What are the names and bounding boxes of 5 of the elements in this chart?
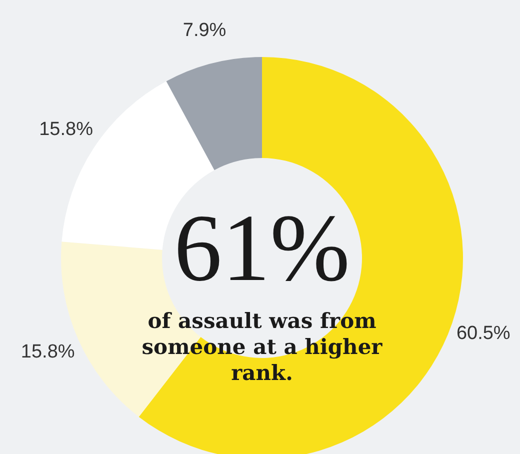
data-label: 7.9% bbox=[182, 20, 226, 42]
data-label: 15.8% bbox=[39, 119, 94, 140]
data-label: 15.8% bbox=[20, 341, 75, 362]
data-label: 60.5% bbox=[456, 322, 510, 344]
text: 61% bbox=[174, 194, 350, 301]
